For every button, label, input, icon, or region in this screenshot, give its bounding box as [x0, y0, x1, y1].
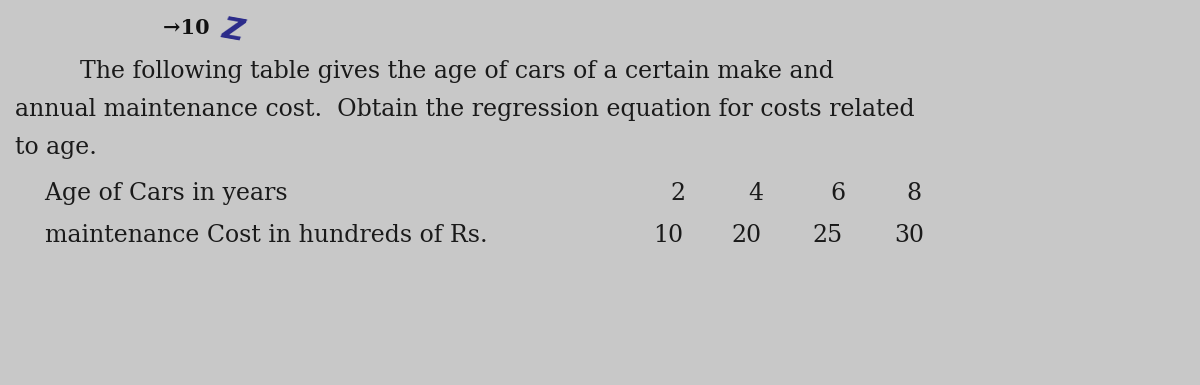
Text: 6: 6 — [830, 182, 845, 205]
Text: The following table gives the age of cars of a certain make and: The following table gives the age of car… — [50, 60, 834, 83]
Text: 25: 25 — [812, 224, 844, 247]
Text: 8: 8 — [907, 182, 922, 205]
Text: annual maintenance cost.  Obtain the regression equation for costs related: annual maintenance cost. Obtain the regr… — [14, 98, 914, 121]
Text: 20: 20 — [731, 224, 762, 247]
Text: maintenance Cost in hundreds of Rs.: maintenance Cost in hundreds of Rs. — [14, 224, 487, 247]
Text: Age of Cars in years: Age of Cars in years — [14, 182, 288, 205]
Text: →10: →10 — [163, 18, 217, 38]
Text: 30: 30 — [895, 224, 925, 247]
Text: Z: Z — [220, 14, 247, 47]
Text: 4: 4 — [749, 182, 763, 205]
Text: 2: 2 — [671, 182, 685, 205]
Text: 10: 10 — [653, 224, 684, 247]
Text: to age.: to age. — [14, 136, 97, 159]
